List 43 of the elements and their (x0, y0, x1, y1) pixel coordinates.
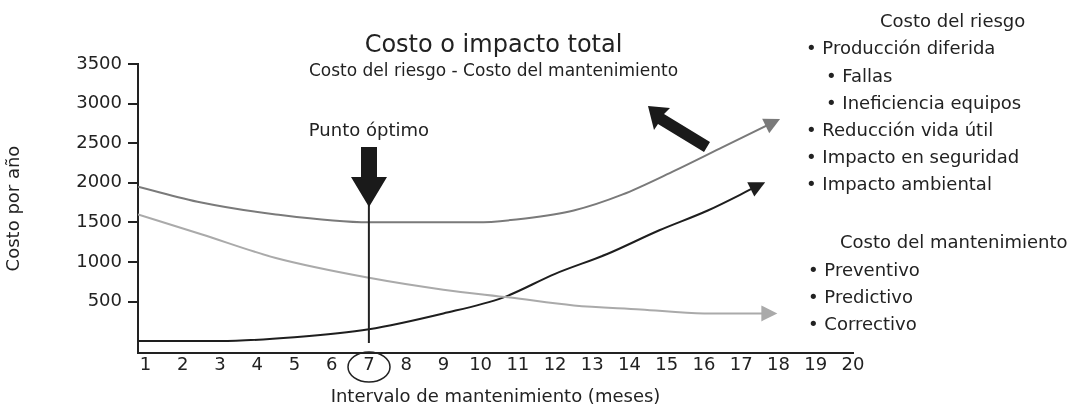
annotation: • Fallas (826, 65, 893, 86)
y-tick-label: 2000 (76, 170, 122, 192)
x-tick-label: 13 (580, 353, 604, 375)
x-tick-label: 20 (841, 353, 865, 375)
x-tick-label: 8 (400, 353, 412, 375)
y-tick-label: 1000 (76, 249, 122, 271)
annotation: • Impacto ambiental (806, 173, 992, 194)
x-tick-label: 16 (692, 353, 716, 375)
annotation: Costo del mantenimiento (840, 231, 1068, 252)
x-tick-label: 18 (767, 353, 790, 375)
x-tick-label: 19 (804, 353, 828, 375)
x-tick-label: 5 (288, 353, 301, 375)
y-tick-label: 1500 (76, 210, 122, 232)
x-tick-label: 4 (251, 353, 263, 375)
x-tick-label: 12 (543, 353, 567, 375)
annotation: • Impacto en seguridad (806, 146, 1020, 167)
x-tick-label: 10 (469, 353, 493, 375)
x-tick-label: 6 (325, 353, 338, 375)
y-tick-label: 500 (87, 289, 122, 311)
text: • Producción diferida (806, 37, 996, 58)
x-tick-label: 9 (437, 353, 450, 375)
ref-line-label: Punto óptimo (308, 119, 429, 140)
x-tick-label: 11 (506, 353, 530, 375)
x-tick-label: 2 (176, 353, 189, 375)
chart-subtitle: Costo del riesgo - Costo del mantenimiento (308, 60, 679, 80)
annotation: • Reducción vida útil (806, 119, 994, 140)
annotation: • Ineficiencia equipos (826, 92, 1022, 113)
annotation: • Preventivo (808, 259, 920, 280)
x-tick-label: 15 (655, 353, 679, 375)
x-tick-label: 1 (139, 353, 152, 375)
text: Costo del riesgo (880, 10, 1026, 31)
annotation: • Correctivo (808, 313, 917, 334)
annotation: • Predictivo (808, 286, 914, 307)
y-tick-label: 3500 (76, 51, 122, 73)
x-tick-label: 7 (363, 353, 375, 375)
y-axis-title: Costo por año (2, 145, 24, 272)
y-tick-label: 2500 (76, 130, 122, 152)
x-tick-label: 3 (214, 353, 226, 375)
x-axis-title: Intervalo de mantenimiento (meses) (330, 384, 661, 406)
x-tick-label: 17 (729, 353, 753, 375)
x-tick-label: 14 (618, 353, 642, 375)
y-tick-label: 3000 (76, 91, 122, 113)
chart-title: Costo o impacto total (364, 30, 623, 58)
